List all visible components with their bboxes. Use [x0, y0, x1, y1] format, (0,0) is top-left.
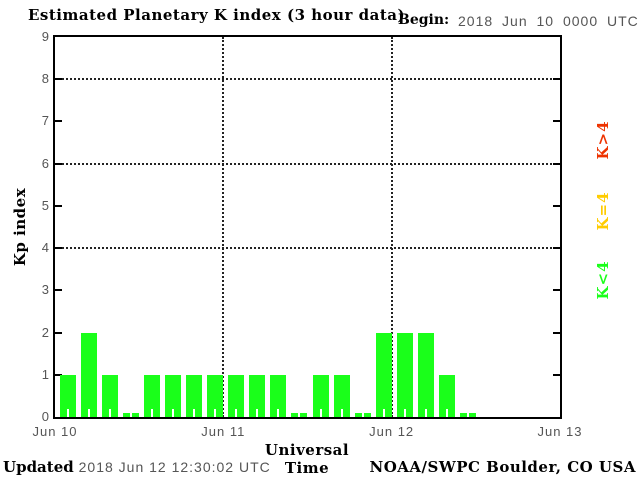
y-axis-label-1: 1 — [41, 366, 50, 382]
bar-base-tick — [214, 409, 217, 417]
kp-bar — [438, 374, 455, 417]
bar-base-tick — [67, 409, 69, 417]
y-tick-left-1 — [55, 373, 62, 376]
begin-value: 2018 Jun 10 0000 UTC — [458, 13, 639, 29]
x-axis-label-jun-10: Jun 10 — [32, 424, 78, 439]
h-gridline-kp-6 — [55, 162, 560, 165]
footer-updated-time: 2018 Jun 12 12:30:02 UTC — [78, 459, 271, 475]
y-tick-left-5 — [55, 204, 62, 207]
bar-base-tick — [298, 413, 301, 417]
y-tick-right-4 — [553, 247, 560, 250]
kp-bar — [60, 374, 76, 417]
y-tick-right-2 — [553, 331, 560, 334]
bar-base-tick — [256, 409, 259, 417]
bar-base-tick — [172, 409, 175, 417]
y-axis-label-3: 3 — [41, 282, 50, 298]
legend-k-equal-4: K=4 — [594, 191, 612, 231]
kp-bar — [417, 332, 434, 417]
bar-base-tick — [403, 409, 406, 417]
y-axis-label-9: 9 — [41, 29, 50, 44]
v-gridline-jun-12 — [390, 37, 393, 417]
y-axis-label-2: 2 — [41, 324, 50, 340]
x-axis-title: Universal Time — [264, 441, 350, 477]
bar-base-tick — [319, 409, 322, 417]
bar-base-tick — [445, 409, 448, 417]
kp-bar — [333, 374, 350, 417]
x-axis-label-jun-13: Jun 13 — [537, 424, 583, 439]
bar-base-tick — [235, 409, 238, 417]
legend-k-above-4: K>4 — [594, 120, 612, 160]
y-tick-left-4 — [55, 247, 62, 250]
bar-base-tick — [466, 413, 469, 417]
y-tick-right-5 — [553, 204, 560, 207]
bar-base-tick — [340, 409, 343, 417]
footer-updated: Updated 2018 Jun 12 12:30:02 UTC — [3, 458, 271, 476]
bar-base-tick — [277, 409, 280, 417]
bar-base-tick — [382, 409, 385, 417]
y-axis-label-8: 8 — [41, 71, 50, 87]
legend-k-below-4: K<4 — [594, 260, 612, 300]
kp-bar — [165, 374, 182, 417]
footer-source: NOAA/SWPC Boulder, CO USA — [369, 458, 636, 476]
kp-bar — [270, 374, 287, 417]
kp-bar — [81, 332, 98, 417]
bar-base-tick — [361, 413, 364, 417]
kp-bar — [102, 374, 119, 417]
bar-base-tick — [88, 409, 91, 417]
y-axis-label-7: 7 — [41, 113, 50, 129]
y-axis-label-5: 5 — [41, 197, 50, 213]
bar-base-tick — [424, 409, 427, 417]
y-tick-right-3 — [553, 289, 560, 292]
y-axis-label-4: 4 — [41, 240, 50, 256]
y-tick-left-3 — [55, 289, 62, 292]
y-tick-left-7 — [55, 120, 62, 123]
kp-bar — [249, 374, 266, 417]
y-axis-title: Kp index — [11, 187, 29, 267]
y-tick-left-2 — [55, 331, 62, 334]
kp-bar — [123, 413, 140, 417]
y-axis-label-0: 0 — [41, 409, 50, 424]
kp-bar — [144, 374, 161, 417]
y-tick-right-6 — [553, 162, 560, 165]
kp-bar — [459, 413, 476, 417]
y-tick-right-1 — [553, 373, 560, 376]
kp-bar — [291, 413, 308, 417]
kp-bar — [354, 413, 371, 417]
kp-bar — [396, 332, 413, 417]
h-gridline-kp-4 — [55, 247, 560, 250]
y-tick-right-7 — [553, 120, 560, 123]
y-tick-right-8 — [553, 78, 560, 81]
kp-bar — [186, 374, 203, 417]
v-gridline-jun-11 — [222, 37, 225, 417]
y-tick-left-6 — [55, 162, 62, 165]
y-tick-left-8 — [55, 78, 62, 81]
footer-updated-label: Updated — [3, 458, 74, 476]
plot-area — [53, 35, 562, 419]
begin-label: Begin: — [398, 12, 450, 28]
kp-bar — [228, 374, 245, 417]
h-gridline-kp-8 — [55, 78, 560, 81]
x-axis-label-jun-12: Jun 12 — [369, 424, 415, 439]
bar-base-tick — [109, 409, 112, 417]
bar-base-tick — [130, 413, 133, 417]
x-axis-label-jun-11: Jun 11 — [201, 424, 246, 439]
y-axis-label-6: 6 — [41, 155, 50, 171]
kp-bar — [312, 374, 329, 417]
kp-bar — [207, 374, 224, 417]
bar-base-tick — [151, 409, 154, 417]
bar-base-tick — [193, 409, 196, 417]
kp-bar — [375, 332, 392, 417]
chart-title: Estimated Planetary K index (3 hour data… — [28, 6, 406, 24]
